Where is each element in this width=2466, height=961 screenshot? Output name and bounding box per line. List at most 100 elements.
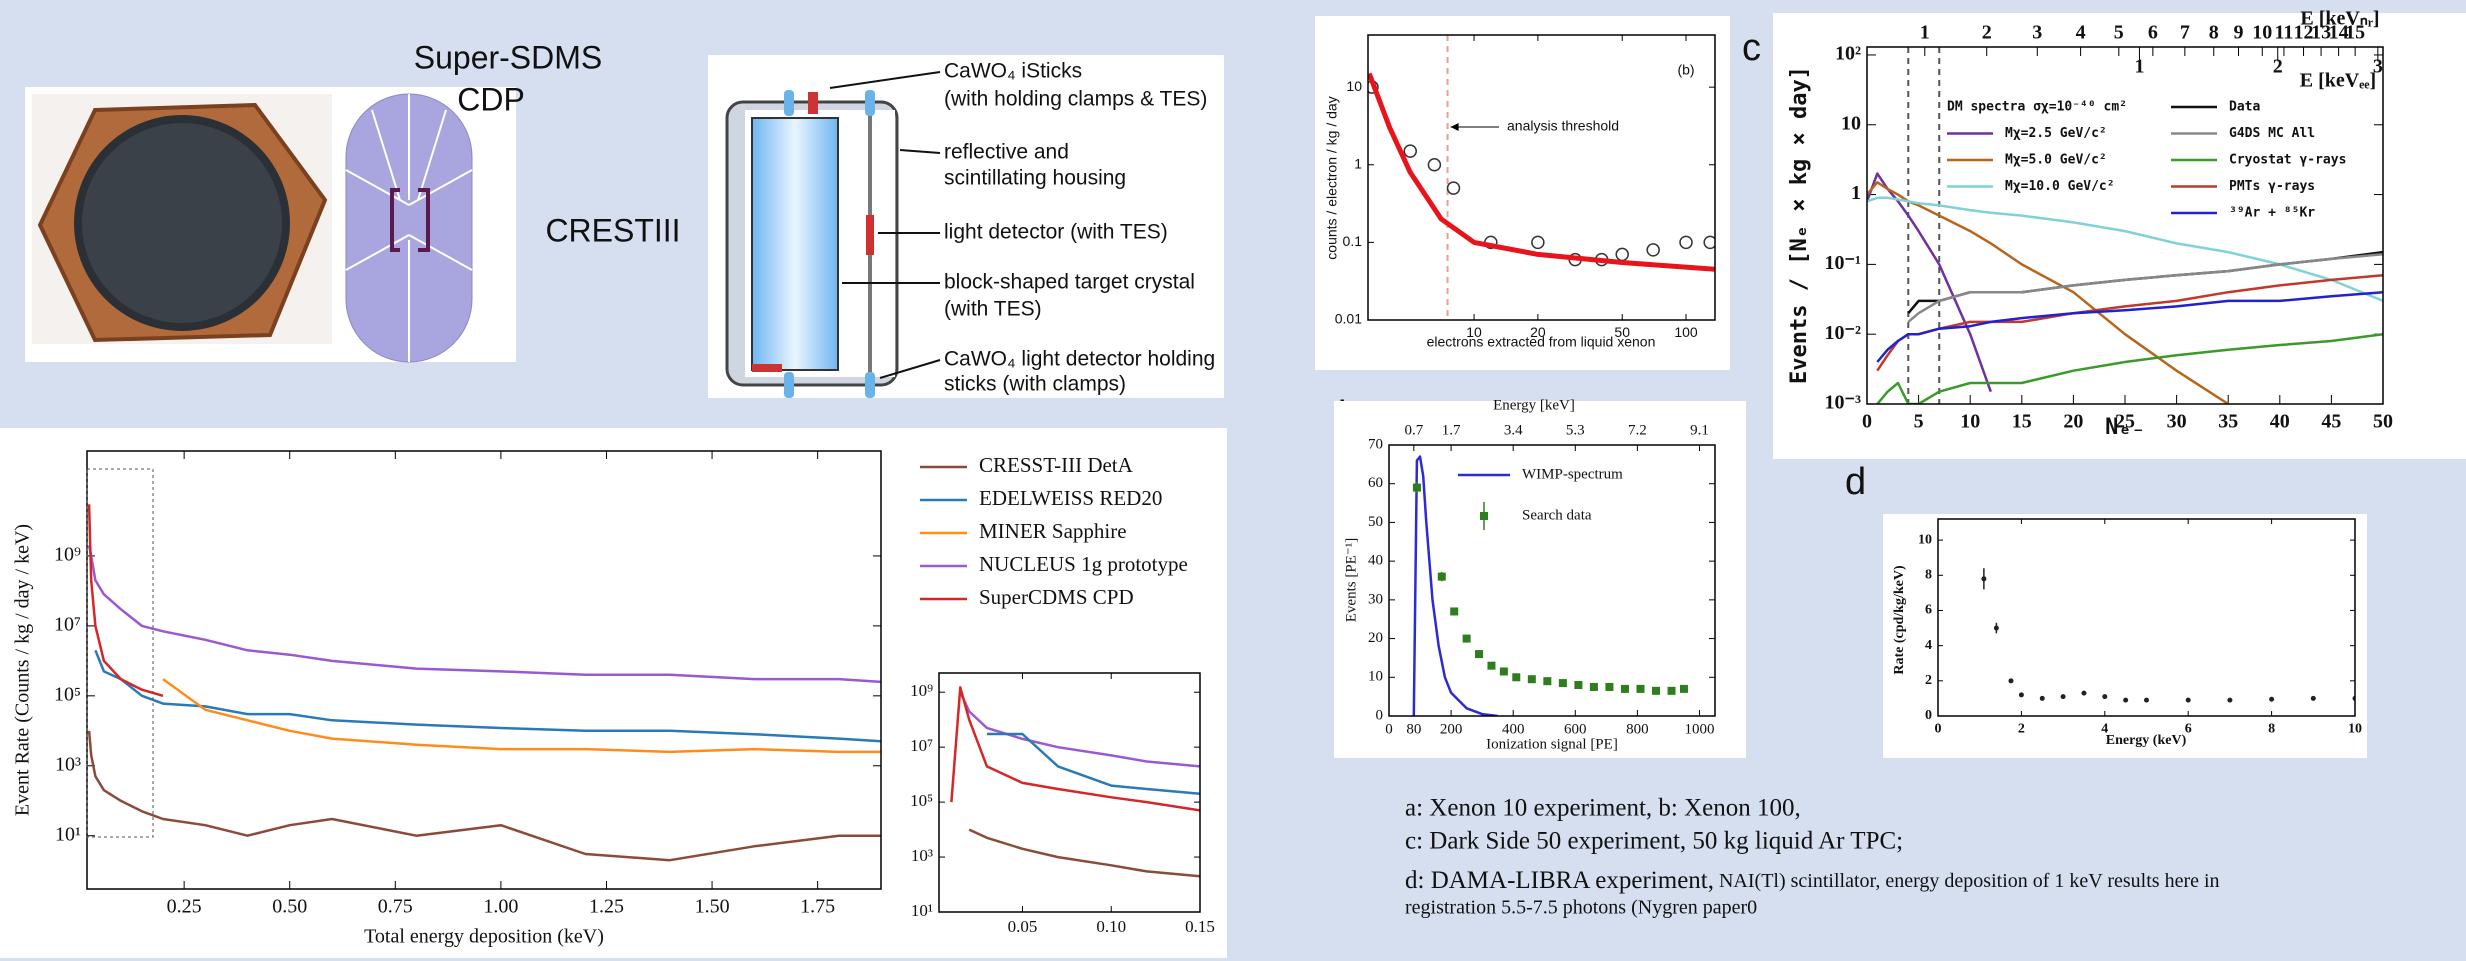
series-line	[1412, 455, 1498, 716]
x-tick-label: 2	[2018, 722, 2025, 737]
x-tick-label: 50	[1614, 324, 1630, 340]
x-tick-label: 600	[1564, 722, 1587, 738]
data-point	[1679, 235, 1693, 250]
data-point	[1981, 576, 1987, 582]
series-line	[968, 828, 1200, 878]
y-tick-label: 10⁵	[54, 683, 81, 705]
x-tick-label: 0.15	[1185, 917, 1215, 936]
x-tick-label: 40	[2270, 411, 2290, 433]
legend-label: PMTs γ-rays	[2229, 179, 2315, 194]
x-tick-label: 10	[2348, 722, 2362, 737]
data-point	[2185, 697, 2191, 703]
series-line	[87, 545, 881, 684]
y-tick-label: 10²	[1835, 43, 1861, 65]
data-point	[1475, 650, 1484, 659]
x-tick-label: 4	[2101, 722, 2108, 737]
x-axis-label: Total energy deposition (keV)	[364, 926, 604, 948]
series-line	[986, 732, 1200, 796]
panel-letter: d	[1845, 461, 1866, 503]
diagram-label: CaWO₄ iSticks	[944, 60, 1082, 83]
data-point	[2060, 694, 2066, 700]
plot-frame	[1937, 518, 2356, 717]
data-point	[1620, 684, 1629, 693]
series-line	[1876, 332, 2383, 404]
top-tick-label: 14	[2329, 22, 2349, 44]
legend-label: Data	[2229, 100, 2260, 115]
data-point	[1558, 679, 1567, 688]
top-tick-label: 10	[2252, 22, 2272, 44]
plot-frame	[938, 672, 1201, 913]
y-tick-label: 10⁻²	[1824, 322, 1861, 344]
y-tick-label: 10⁻³	[1824, 392, 1861, 414]
data-point	[1667, 686, 1676, 695]
plot-area	[1412, 455, 1688, 716]
top-tick-label: 4	[2076, 22, 2086, 44]
plot-frame	[1866, 46, 2384, 405]
x-tick-label: 0.05	[1008, 917, 1038, 936]
series-line	[1907, 252, 2383, 323]
x-tick-label: 15	[2012, 411, 2032, 433]
data-point	[1574, 681, 1583, 690]
top-tick-label: 2	[2273, 56, 2283, 78]
series-line	[1867, 172, 1992, 393]
x-tick-label: 1000	[1684, 722, 1714, 738]
series-line	[1368, 72, 1715, 272]
title-text: CRESTIII	[545, 212, 680, 248]
chart-panel	[1773, 13, 2466, 459]
x-tick-label: 200	[1440, 722, 1463, 738]
y-tick-label: 10⁻¹	[1824, 252, 1861, 274]
title-text: CDP	[457, 81, 525, 117]
data-point	[2123, 697, 2129, 703]
x-tick-label: 0	[1935, 722, 1942, 737]
top-tick-label: 3	[2032, 22, 2042, 44]
top-tick-label: 3.4	[1504, 422, 1523, 438]
caption: d: DAMA-LIBRA experiment,	[1405, 867, 1714, 894]
diagram-label: light detector (with TES)	[944, 221, 1168, 244]
diagram-label: reflective and	[944, 141, 1069, 164]
x-tick-label: 0.75	[378, 896, 413, 918]
chart-panel	[1883, 514, 2367, 758]
top-tick-label: 1	[2134, 56, 2144, 78]
x-tick-label: 400	[1502, 722, 1525, 738]
series-line	[162, 678, 881, 754]
series-line	[1867, 196, 2383, 303]
top-axis-label: E [keVₑₑ]	[2300, 70, 2376, 92]
y-tick-label: 10¹	[911, 901, 933, 920]
y-tick-label: 10³	[911, 846, 933, 865]
data-point	[1412, 483, 1421, 492]
data-point	[1543, 677, 1552, 686]
y-tick-label: 60	[1368, 475, 1383, 491]
data-point	[1437, 572, 1446, 581]
x-tick-label: 100	[1674, 324, 1698, 340]
y-axis-label: Event Rate (Counts / kg / day / keV)	[12, 524, 34, 816]
legend-swatch	[1480, 512, 1488, 520]
y-tick-label: 70	[1368, 436, 1383, 452]
legend-label: SuperCDMS CPD	[979, 585, 1134, 609]
y-tick-label: 10⁹	[54, 544, 81, 566]
data-point	[2144, 697, 2149, 703]
top-tick-label: 7.2	[1628, 422, 1647, 438]
top-tick-label: 11	[2274, 22, 2293, 44]
data-point	[1446, 181, 1461, 195]
y-tick-label: 0	[1925, 708, 1932, 723]
series-line	[1876, 290, 2383, 363]
data-point	[1462, 634, 1471, 643]
data-point	[1487, 661, 1496, 670]
diagram-label: sticks (with clamps)	[944, 373, 1126, 396]
x-tick-label: 0	[1862, 411, 1872, 433]
panel-tag: (b)	[1677, 62, 1694, 78]
y-tick-label: 10	[1841, 112, 1861, 134]
diagram-label: (with holding clamps & TES)	[944, 88, 1207, 111]
y-tick-label: 0.1	[1343, 233, 1363, 249]
x-tick-label: 1.25	[589, 896, 624, 918]
x-tick-label: 25	[2115, 411, 2135, 433]
detector-diagram	[708, 55, 1224, 398]
y-axis-label: Events / [Nₑ × kg × day]	[1787, 66, 1812, 384]
diagram-label: scintillating housing	[944, 167, 1126, 190]
diagram-label: (with TES)	[944, 298, 1042, 321]
y-tick-label: 1	[1851, 182, 1861, 204]
data-point	[2008, 678, 2014, 684]
caption: c: Dark Side 50 experiment, 50 kg liquid…	[1405, 828, 1903, 855]
